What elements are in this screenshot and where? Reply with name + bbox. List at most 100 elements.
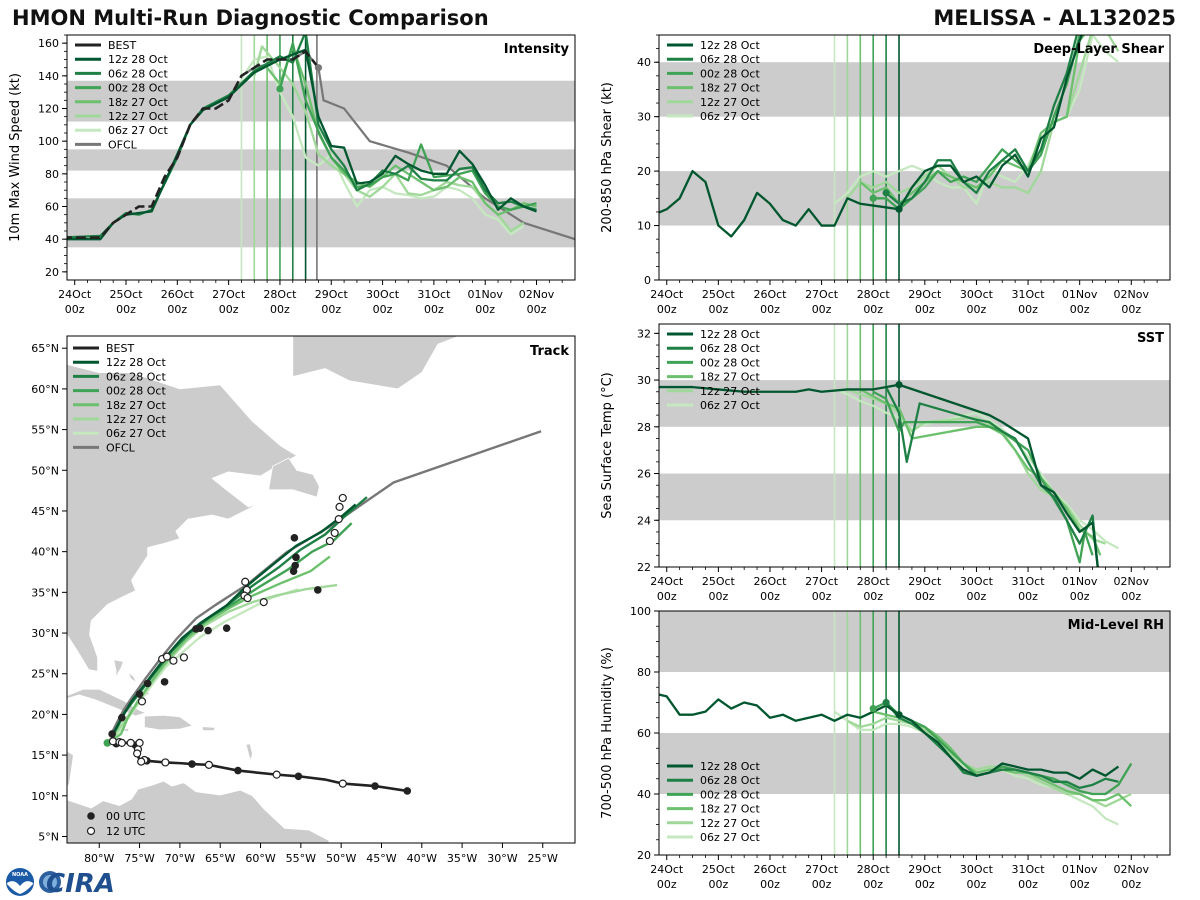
land-greenland xyxy=(292,336,461,390)
sst-xtick-day: 31Oct xyxy=(1012,575,1046,588)
track-line-12z-27-oct xyxy=(109,583,338,744)
track-best-point-12utc xyxy=(117,738,126,748)
sst-xtick-hour: 00z xyxy=(657,590,677,603)
intensity-legend-label-12z-28-oct: 12z 28 Oct xyxy=(108,53,168,66)
shear-marker-00z-28-oct xyxy=(869,194,877,202)
shear-xtick-day: 28Oct xyxy=(857,288,891,301)
sst-legend-label-06z-27-oct: 06z 27 Oct xyxy=(700,399,760,412)
intensity-xtick-day: 02Nov xyxy=(519,288,555,301)
track-ytick-label: 55°N xyxy=(31,424,59,437)
intensity-legend-label-18z-27-oct: 18z 27 Oct xyxy=(108,96,168,109)
shear-line-00z-28-oct xyxy=(873,35,1081,211)
intensity-legend-label-06z-28-oct: 06z 28 Oct xyxy=(108,67,168,80)
land-na xyxy=(67,364,298,672)
intensity-xtick-day: 27Oct xyxy=(212,288,246,301)
intensity-legend-label-ofcl: OFCL xyxy=(108,138,138,151)
track-point-12utc xyxy=(325,536,334,546)
intensity-xtick-day: 29Oct xyxy=(315,288,349,301)
intensity-ytick-label: 120 xyxy=(38,103,59,116)
intensity-ylabel: 10m Max Wind Speed (kt) xyxy=(8,73,23,242)
shear-xtick-day: 31Oct xyxy=(1012,288,1046,301)
track-point-00utc xyxy=(292,553,300,562)
track-xtick-label: 65°W xyxy=(205,852,235,865)
track-ytick-label: 40°N xyxy=(31,546,59,559)
track-point-00utc xyxy=(135,690,144,698)
sst-xtick-hour: 00z xyxy=(1070,590,1090,603)
sst-xtick-hour: 00z xyxy=(812,590,832,603)
track-xtick-label: 50°W xyxy=(326,852,356,865)
sst-line-06z-27-oct xyxy=(834,388,1119,550)
rh-ytick-label: 60 xyxy=(637,727,651,740)
track-point-00utc xyxy=(291,561,299,570)
rh-xtick-hour: 00z xyxy=(863,878,883,891)
track-point-00utc xyxy=(108,730,116,738)
rh-xtick-hour: 00z xyxy=(657,878,677,891)
noaa-text: NOAA xyxy=(12,872,28,878)
shear-legend-label-12z-27-oct: 12z 27 Oct xyxy=(700,96,760,109)
track-ytick-label: 25°N xyxy=(31,668,59,681)
intensity-marker-ofcl xyxy=(314,64,323,72)
shear-line-06z-27-oct xyxy=(833,35,1120,205)
sst-xtick-day: 01Nov xyxy=(1062,575,1098,588)
track-legend-label-06z-28-oct: 06z 28 Oct xyxy=(106,370,166,383)
shear-xtick-hour: 00z xyxy=(1018,303,1038,316)
track-ytick-label: 35°N xyxy=(31,586,59,599)
track-xtick-label: 35°W xyxy=(447,852,477,865)
shear-line-12z-27-oct xyxy=(846,35,1120,200)
track-point-00utc xyxy=(222,624,231,632)
shear-xtick-day: 02Nov xyxy=(1114,288,1150,301)
sst-xtick-day: 29Oct xyxy=(908,575,942,588)
intensity-ytick-label: 60 xyxy=(45,201,59,214)
shear-legend-label-12z-28-oct: 12z 28 Oct xyxy=(700,39,760,52)
track-point-12utc xyxy=(330,528,339,538)
sst-xtick-day: 27Oct xyxy=(805,575,839,588)
land-puertorico xyxy=(202,726,216,732)
shear-legend-label-00z-28-oct: 00z 28 Oct xyxy=(700,67,760,80)
sst-xtick-hour: 00z xyxy=(1121,590,1141,603)
track-point-00utc xyxy=(143,679,152,688)
track-best-point-12utc xyxy=(338,779,347,788)
rh-xtick-hour: 00z xyxy=(1121,878,1141,891)
shear-xtick-hour: 00z xyxy=(657,303,677,316)
shear-line-12z-28-oct xyxy=(659,35,1084,238)
intensity-xtick-day: 25Oct xyxy=(109,288,143,301)
shear-shade-band xyxy=(659,171,1170,226)
rh-marker-06z-28-oct xyxy=(882,698,890,707)
intensity-ytick-label: 80 xyxy=(45,168,59,181)
land-barbados xyxy=(262,767,267,772)
intensity-marker-00z-28-oct xyxy=(276,85,284,93)
shear-xtick-hour: 00z xyxy=(812,303,832,316)
rh-legend-label-18z-27-oct: 18z 27 Oct xyxy=(700,803,760,816)
track-point-00utc xyxy=(160,678,169,686)
intensity-best-line xyxy=(67,49,320,239)
sst-legend-label-18z-27-oct: 18z 27 Oct xyxy=(700,371,760,384)
land-hispaniola xyxy=(144,714,194,731)
track-ytick-label: 50°N xyxy=(31,464,59,477)
cira-text: CIRA xyxy=(46,869,114,898)
track-point-12utc xyxy=(162,652,172,661)
sst-shade-band xyxy=(659,473,1170,521)
shear-ytick-label: 0 xyxy=(644,274,651,287)
shear-xtick-day: 26Oct xyxy=(753,288,787,301)
shear-ytick-label: 30 xyxy=(637,111,651,124)
rh-shade-band xyxy=(659,611,1170,672)
intensity-xtick-hour: 00z xyxy=(527,303,547,316)
rh-xtick-day: 02Nov xyxy=(1114,863,1150,876)
rh-marker-00z-28-oct xyxy=(869,705,877,713)
rh-line-00z-28-oct xyxy=(872,701,1133,796)
track-ytick-label: 65°N xyxy=(31,342,59,355)
track-point-12utc xyxy=(338,493,347,503)
track-ytick-label: 30°N xyxy=(31,627,59,640)
track-xtick-label: 75°W xyxy=(124,852,154,865)
shear-ytick-label: 10 xyxy=(637,220,651,233)
land-sa xyxy=(67,780,330,843)
track-point-12utc xyxy=(259,598,268,607)
track-xtick-label: 25°W xyxy=(528,852,558,865)
shear-xtick-day: 24Oct xyxy=(650,288,684,301)
cira-logo-icon: CIRA xyxy=(39,869,114,898)
shear-xtick-hour: 00z xyxy=(1070,303,1090,316)
sst-xtick-day: 25Oct xyxy=(702,575,736,588)
shear-xtick-hour: 00z xyxy=(760,303,780,316)
